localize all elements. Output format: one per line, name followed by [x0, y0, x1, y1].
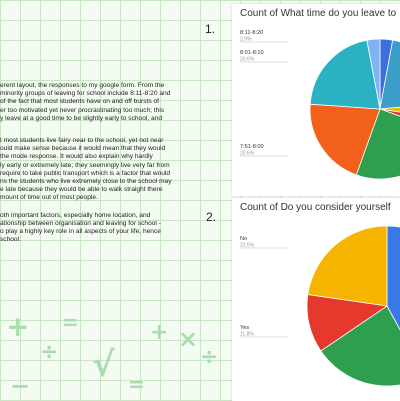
paragraph-1: erent layout, the responses to my google…: [0, 82, 232, 123]
text-line: mount of time out of most people.: [0, 194, 98, 202]
text-line: t most students live fairy near to the s…: [0, 137, 164, 145]
text-line: ns the students who live extremely close…: [0, 178, 172, 186]
slice-label: 7:51-8:00: [240, 144, 264, 150]
plus-icon: +: [150, 320, 169, 345]
sqrt-icon: √: [92, 345, 115, 385]
text-line: e late because they would be able to wal…: [0, 186, 163, 194]
slice-label: Yes: [240, 325, 249, 331]
slice-percent: 11.8%: [240, 332, 254, 338]
pie-slice: [309, 103, 381, 176]
text-line: of the fact that most students have on a…: [0, 98, 159, 106]
pie-slice: [379, 106, 400, 113]
document-text: erent layout, the responses to my google…: [0, 82, 232, 253]
pie-slice: [366, 38, 381, 110]
divide-icon: ÷: [200, 345, 219, 370]
text-line: minority groups of leaving for school in…: [0, 90, 171, 98]
text-line: erent layout, the responses to my google…: [0, 82, 165, 89]
marker-2: 2.: [206, 210, 217, 224]
minus-icon: −: [10, 372, 31, 400]
pie-slice: [379, 108, 400, 117]
text-line: er too motivated yet never procrastinati…: [0, 106, 165, 114]
multiply-icon: ×: [178, 325, 199, 353]
text-line: school.: [0, 236, 21, 244]
pie-chart-1: 8:11-8:202.9%8:01-8:1020.6%7:51-8:0020.6…: [240, 30, 400, 180]
chart-title-1: Count of What time do you leave to: [240, 8, 397, 19]
chart-panel-2: No 23.5% Yes 11.8% Count of Do you consider…: [232, 198, 400, 401]
chart-panel-1: 8:11-8:20 2.9% 8:01-8:10 20.6% 7:51-8:00 20.6…: [232, 4, 400, 196]
text-line: ationship between organisation and leavi…: [0, 219, 161, 227]
equals-icon: =: [62, 310, 79, 334]
text-line: ly early or extremely late; they seeming…: [0, 161, 170, 169]
text-line: o play a highly key role in all aspects …: [0, 228, 161, 236]
slice-label: No: [240, 236, 247, 242]
equals-icon: =: [128, 372, 145, 396]
slice-percent: 2.9%: [240, 37, 252, 43]
divide-icon: ÷: [40, 340, 59, 365]
marker-1: 1.: [205, 22, 216, 36]
pie-slice: [320, 305, 400, 387]
chart-title-2: Count of Do you consider yourself: [240, 202, 391, 213]
slice-percent: 23.5%: [240, 243, 255, 249]
pie-slice: [386, 225, 400, 331]
text-line: the mode response. It would also explain…: [0, 153, 153, 161]
text-line: require to take public transport which i…: [0, 169, 171, 177]
paragraph-3: oth important factors, especially home l…: [0, 212, 232, 245]
slice-label: 8:11-8:20: [240, 30, 263, 36]
pie-slice: [355, 108, 400, 180]
plus-icon: +: [6, 310, 30, 343]
text-line: oth important factors, especially home l…: [0, 211, 151, 219]
paragraph-2: t most students live fairy near to the s…: [0, 137, 232, 203]
pie-slice: [309, 39, 381, 110]
text-line: y leave at a good time to be slightly ea…: [0, 114, 163, 122]
pie-slice: [307, 225, 388, 307]
slice-percent: 20.6%: [240, 57, 255, 63]
slice-percent: 20.6%: [240, 151, 255, 157]
pie-slice: [379, 39, 400, 110]
text-line: ould make sense because it would mean th…: [0, 145, 166, 153]
slice-label: 8:01-8:10: [240, 50, 264, 56]
